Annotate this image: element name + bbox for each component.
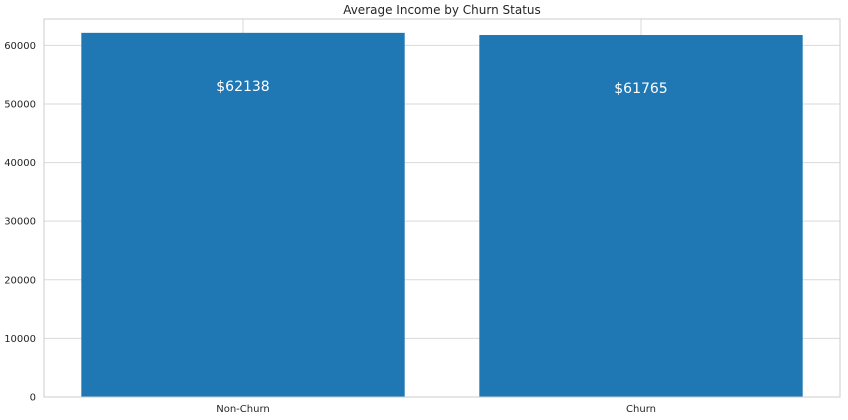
bar <box>81 32 405 398</box>
bar-data-label: $62138 <box>216 79 269 95</box>
y-tick-label: 50000 <box>4 99 36 110</box>
chart-title: Average Income by Churn Status <box>343 3 541 17</box>
axes <box>43 18 841 398</box>
y-tick-label: 60000 <box>4 41 36 52</box>
y-tick-label: 30000 <box>4 217 36 228</box>
labels: 0 10000 20000 30000 40000 50000 60000 $62138 Non… <box>4 41 668 415</box>
plot-frame <box>43 18 841 398</box>
bar <box>479 35 803 397</box>
bar-data-label: $61765 <box>614 81 667 97</box>
y-tick-label: 0 <box>30 393 36 404</box>
x-tick-label: Non-Churn <box>216 404 269 415</box>
bars <box>81 32 803 398</box>
x-tick-label: Churn <box>626 404 656 415</box>
y-tick-label: 10000 <box>4 334 36 345</box>
y-tick-label: 40000 <box>4 158 36 169</box>
y-tick-label: 20000 <box>4 275 36 286</box>
